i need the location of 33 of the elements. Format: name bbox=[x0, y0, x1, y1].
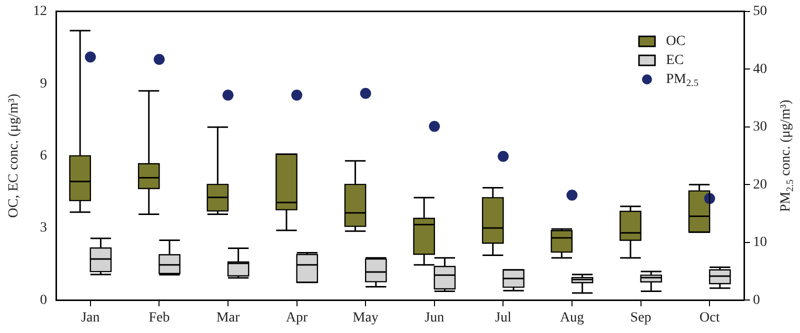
x-tick-label: Feb bbox=[148, 310, 170, 326]
y-tick-label: 0 bbox=[40, 292, 47, 308]
point bbox=[291, 90, 302, 101]
x-tick-label: Jan bbox=[81, 310, 100, 326]
legend-label: EC bbox=[666, 53, 684, 68]
y2-tick-label: 0 bbox=[753, 292, 760, 308]
point bbox=[84, 52, 96, 63]
x-tick-label: Oct bbox=[699, 310, 720, 326]
y2-tick-label: 20 bbox=[753, 177, 767, 192]
y-tick-label: 9 bbox=[40, 76, 47, 92]
x-tick-label: Sep bbox=[630, 310, 652, 326]
point bbox=[566, 190, 578, 201]
y2-tick-label: 10 bbox=[753, 235, 767, 250]
y2-tick-label: 40 bbox=[753, 62, 767, 77]
point bbox=[360, 88, 372, 99]
point bbox=[498, 150, 509, 162]
x-tick-label: Aug bbox=[560, 310, 584, 326]
legend-label: OC bbox=[666, 34, 686, 50]
x-tick-label: Jul bbox=[495, 310, 512, 326]
y2-tick-label: 30 bbox=[753, 120, 767, 135]
y2-axis-title: PM2.5 conc. (μg/m³) bbox=[778, 99, 796, 212]
x-tick-label: Jun bbox=[424, 310, 444, 326]
x-tick-label: May bbox=[352, 310, 378, 326]
x-tick-label: Mar bbox=[216, 310, 240, 326]
y-axis-title: OC, EC conc. (μg/m³) bbox=[6, 93, 22, 218]
y-tick-label: 3 bbox=[40, 220, 47, 236]
point bbox=[428, 120, 440, 132]
point bbox=[154, 54, 165, 65]
x-tick-label: Apr bbox=[286, 310, 308, 326]
y-tick-label: 6 bbox=[40, 148, 47, 164]
y2-tick-label: 50 bbox=[753, 4, 767, 20]
point bbox=[222, 90, 234, 101]
y-tick-label: 12 bbox=[33, 4, 47, 20]
